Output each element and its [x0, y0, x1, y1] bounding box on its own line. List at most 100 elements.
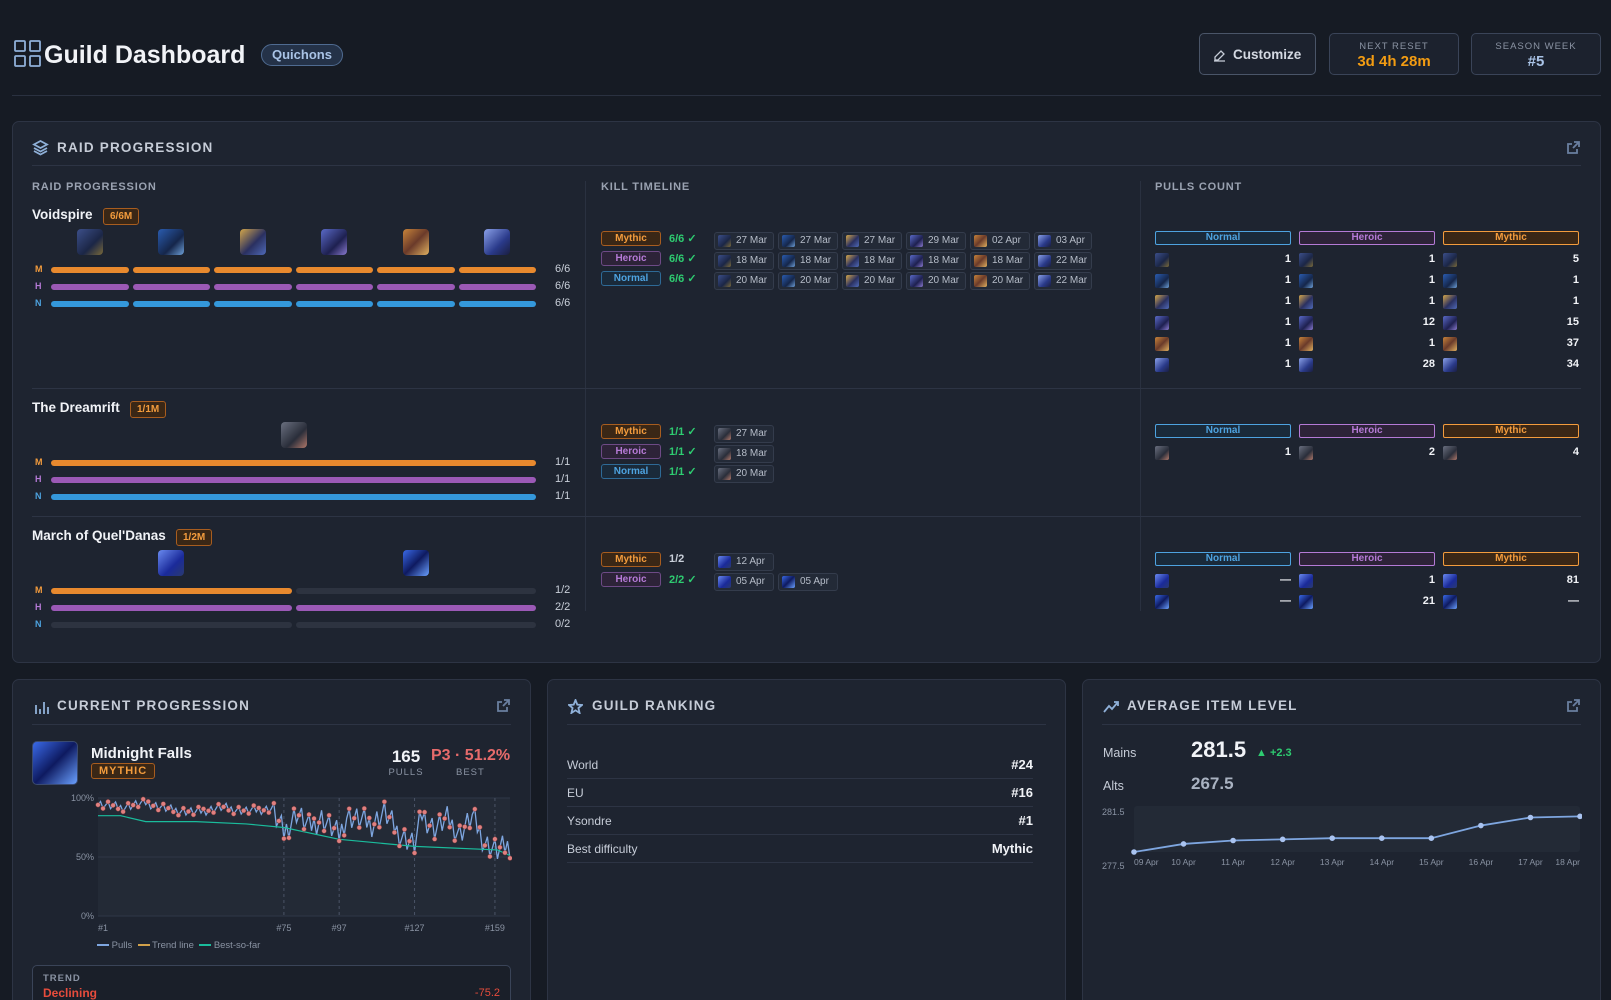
kill-date-chip[interactable]: 20 Mar: [714, 272, 774, 290]
kill-date-chip[interactable]: 20 Mar: [778, 272, 838, 290]
boss-icon: [1038, 255, 1051, 267]
boss-progress-bar: [458, 284, 536, 290]
kill-date: 22 Mar: [1056, 275, 1088, 286]
external-link-icon[interactable]: [1567, 699, 1580, 712]
alts-value: 267.5: [1191, 774, 1234, 793]
pull-count: 2: [1428, 446, 1435, 458]
pull-point: [125, 800, 131, 806]
kill-date-chip[interactable]: 27 Mar: [714, 232, 774, 250]
kill-date-chip[interactable]: 02 Apr: [970, 232, 1030, 250]
column-divider: [1140, 181, 1141, 611]
boss-icon: [1155, 446, 1169, 460]
kill-date-chip[interactable]: 18 Mar: [842, 252, 902, 270]
boss-icon: [1155, 295, 1169, 309]
x-tick-label: 18 Apr: [1555, 857, 1580, 867]
kill-date-chip[interactable]: 18 Mar: [714, 252, 774, 270]
pull-point: [155, 807, 161, 813]
kill-date-chip[interactable]: 18 Mar: [778, 252, 838, 270]
series-best: [98, 815, 511, 857]
boss-progress-bar: [295, 301, 373, 307]
pull-point: [296, 812, 302, 818]
kill-date-chip[interactable]: 27 Mar: [778, 232, 838, 250]
raid-progression-panel: [12, 121, 1601, 663]
timeline-difficulty-tag: Mythic: [601, 552, 661, 567]
ranking-label: World: [567, 758, 599, 772]
pull-count-cell: 28: [1299, 357, 1435, 373]
kill-date-chip[interactable]: 18 Mar: [714, 445, 774, 463]
boss-icon: [1299, 295, 1313, 309]
kill-date-chip[interactable]: 22 Mar: [1034, 252, 1092, 270]
ranking-row: Best difficulty Mythic: [567, 835, 1033, 863]
difficulty-count: 1/1: [555, 456, 571, 468]
kill-date-chip[interactable]: 20 Mar: [714, 465, 774, 483]
boss-icon[interactable]: [158, 550, 185, 576]
difficulty-count: 2/2: [555, 601, 571, 613]
pull-point: [482, 842, 488, 848]
kill-date-chip[interactable]: 27 Mar: [714, 425, 774, 443]
pull-point: [507, 855, 512, 861]
boss-icon: [1443, 358, 1457, 372]
boss-icon[interactable]: [76, 229, 103, 255]
kill-date-chip[interactable]: 20 Mar: [906, 272, 966, 290]
legend-trend: Trend line: [151, 940, 194, 951]
pull-point: [130, 802, 136, 808]
pull-point: [236, 804, 242, 810]
external-link-icon[interactable]: [497, 699, 510, 712]
x-tick-label: 17 Apr: [1518, 857, 1543, 867]
pull-count-cell: 1: [1155, 273, 1291, 289]
kill-date-chip[interactable]: 05 Apr: [714, 573, 774, 591]
x-tick-label: #159: [485, 923, 505, 933]
boss-icon[interactable]: [158, 229, 185, 255]
customize-button[interactable]: Customize: [1199, 33, 1316, 75]
raid-name: March of Quel'Danas: [32, 528, 166, 543]
pull-point: [437, 811, 443, 818]
ilvl-point: [1527, 814, 1534, 821]
kill-date: 27 Mar: [736, 235, 768, 246]
boss-icon: [1155, 253, 1169, 267]
pull-point: [120, 809, 126, 815]
pull-count-cell: 81: [1443, 573, 1579, 589]
pull-point: [135, 804, 141, 810]
difficulty-letter: N: [35, 298, 42, 308]
pulls-mythic-header: Mythic: [1443, 231, 1579, 245]
x-tick-label: #97: [332, 923, 347, 933]
pull-point: [266, 810, 272, 816]
boss-progress-bar: [132, 301, 210, 307]
boss-icon[interactable]: [239, 229, 266, 255]
kill-date: 20 Mar: [928, 275, 960, 286]
trend-value-text: Declining: [43, 986, 98, 1000]
kill-date-chip[interactable]: 12 Apr: [714, 553, 774, 571]
boss-progress-bar: [51, 284, 129, 290]
boss-icon[interactable]: [484, 229, 511, 255]
boss-icon[interactable]: [402, 550, 429, 576]
star-icon: [568, 699, 583, 714]
pull-count: 81: [1566, 574, 1579, 586]
boss-icon[interactable]: [402, 229, 429, 255]
boss-icon: [782, 576, 795, 588]
kill-date-chip[interactable]: 29 Mar: [906, 232, 966, 250]
kill-date-chip[interactable]: 22 Mar: [1034, 272, 1092, 290]
external-link-icon[interactable]: [1567, 141, 1580, 154]
kill-date-chip[interactable]: 03 Apr: [1034, 232, 1092, 250]
kill-date-chip[interactable]: 18 Mar: [906, 252, 966, 270]
kill-date-chip[interactable]: 20 Mar: [970, 272, 1030, 290]
pull-count: 1: [1428, 253, 1435, 265]
kill-date-chip[interactable]: 05 Apr: [778, 573, 838, 591]
bar-chart-icon: [35, 702, 49, 714]
pull-point: [467, 825, 473, 831]
kill-date-chip[interactable]: 20 Mar: [842, 272, 902, 290]
boss-icon[interactable]: [280, 422, 307, 448]
pull-point: [361, 805, 367, 812]
boss-icon: [718, 275, 731, 287]
boss-icon: [1038, 275, 1051, 287]
pull-count-cell: 21: [1299, 594, 1435, 610]
boss-icon[interactable]: [321, 229, 348, 255]
page-title: Guild Dashboard: [44, 41, 246, 69]
kill-date: 20 Mar: [864, 275, 896, 286]
kill-date-chip[interactable]: 18 Mar: [970, 252, 1030, 270]
pull-count: 15: [1566, 316, 1579, 328]
kill-date-chip[interactable]: 27 Mar: [842, 232, 902, 250]
boss-icon: [974, 255, 987, 267]
boss-icon: [846, 275, 859, 287]
pull-point: [502, 850, 508, 856]
